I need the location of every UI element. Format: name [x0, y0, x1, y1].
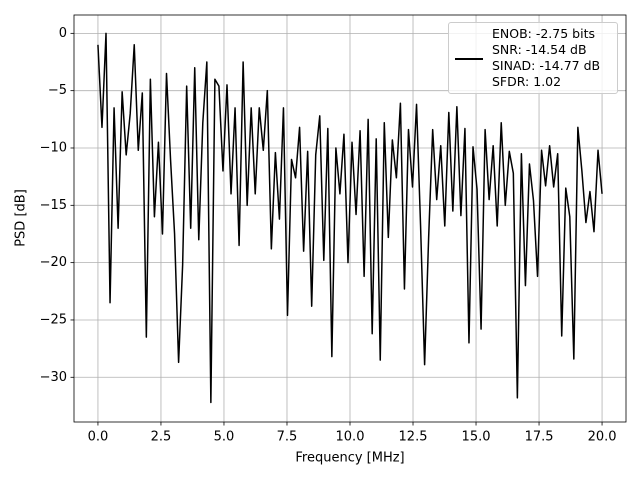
x-tick-label: 17.5 — [525, 430, 554, 445]
x-tick-label: 7.5 — [277, 430, 298, 445]
x-tick-label: 20.0 — [588, 430, 617, 445]
y-axis-label: PSD [dB] — [14, 189, 29, 247]
legend: ENOB: -2.75 bits SNR: -14.54 dB SINAD: -… — [448, 22, 618, 94]
plot-frame — [73, 14, 627, 423]
series-line — [97, 32, 603, 404]
x-tick-label: 15.0 — [462, 430, 491, 445]
y-tick-label: −10 — [40, 140, 67, 155]
x-tick-label: 10.0 — [336, 430, 365, 445]
y-tick-label: −15 — [40, 198, 67, 213]
y-tick-label: −25 — [40, 312, 67, 327]
x-tick-label: 12.5 — [399, 430, 428, 445]
y-tick-label: −20 — [40, 255, 67, 270]
y-tick-label: −5 — [48, 83, 67, 98]
x-tick-label: 0.0 — [88, 430, 109, 445]
y-tick-label: −30 — [40, 370, 67, 385]
x-tick-label: 5.0 — [214, 430, 235, 445]
x-axis-label: Frequency [MHz] — [295, 451, 404, 466]
y-tick-label: 0 — [59, 26, 67, 41]
legend-swatch — [455, 58, 483, 60]
legend-label: ENOB: -2.75 bits SNR: -14.54 dB SINAD: -… — [492, 26, 601, 89]
x-tick-label: 2.5 — [151, 430, 172, 445]
